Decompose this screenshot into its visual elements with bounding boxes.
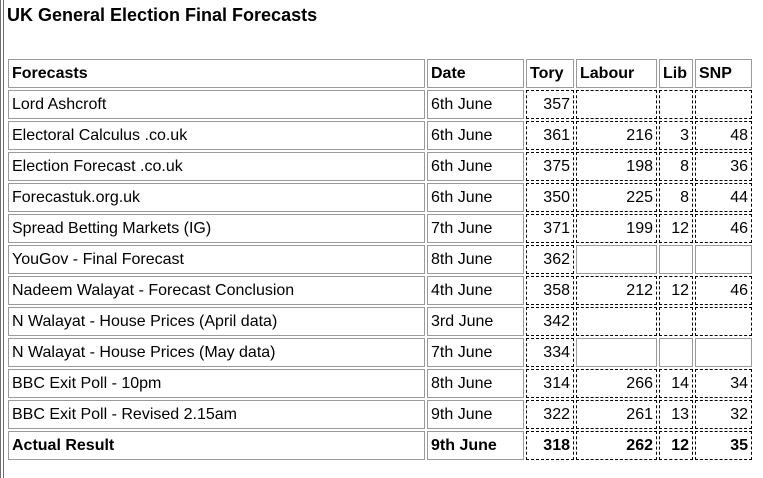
column-header-labour: Labour <box>576 59 657 88</box>
cell-lib: 8 <box>659 183 693 212</box>
cell-lib <box>659 338 693 367</box>
cell-lib: 14 <box>659 369 693 398</box>
cell-date: 6th June <box>427 121 524 150</box>
cell-snp <box>695 245 752 274</box>
cell-labour: 266 <box>576 369 657 398</box>
table-row: Electoral Calculus .co.uk 6th June 361 2… <box>8 121 752 150</box>
cell-lib <box>659 307 693 336</box>
column-header-lib: Lib <box>659 59 693 88</box>
cell-forecast: BBC Exit Poll - Revised 2.15am <box>8 400 425 429</box>
cell-labour: 199 <box>576 214 657 243</box>
cell-forecast: YouGov - Final Forecast <box>8 245 425 274</box>
table-row: Lord Ashcroft 6th June 357 <box>8 90 752 119</box>
cell-tory: 358 <box>526 276 574 305</box>
cell-forecast: N Walayat - House Prices (April data) <box>8 307 425 336</box>
cell-tory: 357 <box>526 90 574 119</box>
cell-forecast: N Walayat - House Prices (May data) <box>8 338 425 367</box>
cell-date: 4th June <box>427 276 524 305</box>
column-header-tory: Tory <box>526 59 574 88</box>
cell-tory: 362 <box>526 245 574 274</box>
cell-snp: 44 <box>695 183 752 212</box>
table-row: Nadeem Walayat - Forecast Conclusion 4th… <box>8 276 752 305</box>
cell-tory: 334 <box>526 338 574 367</box>
table-row-actual-result: Actual Result 9th June 318 262 12 35 <box>8 431 752 460</box>
table-row: BBC Exit Poll - 10pm 8th June 314 266 14… <box>8 369 752 398</box>
cell-lib: 13 <box>659 400 693 429</box>
cell-lib: 8 <box>659 152 693 181</box>
cell-forecast: Electoral Calculus .co.uk <box>8 121 425 150</box>
page-title: UK General Election Final Forecasts <box>7 5 318 25</box>
table-row: Election Forecast .co.uk 6th June 375 19… <box>8 152 752 181</box>
cell-date: 8th June <box>427 369 524 398</box>
cell-date: 7th June <box>427 338 524 367</box>
cell-forecast: Election Forecast .co.uk <box>8 152 425 181</box>
cell-date: 3rd June <box>427 307 524 336</box>
window-left-frame-edge <box>0 0 4 478</box>
cell-labour: 261 <box>576 400 657 429</box>
cell-snp <box>695 338 752 367</box>
cell-date: 6th June <box>427 152 524 181</box>
table-row: Forecastuk.org.uk 6th June 350 225 8 44 <box>8 183 752 212</box>
cell-lib: 12 <box>659 276 693 305</box>
cell-labour <box>576 90 657 119</box>
cell-snp: 36 <box>695 152 752 181</box>
column-header-snp: SNP <box>695 59 752 88</box>
column-header-date: Date <box>427 59 524 88</box>
table-row: N Walayat - House Prices (April data) 3r… <box>8 307 752 336</box>
table-row: Spread Betting Markets (IG) 7th June 371… <box>8 214 752 243</box>
cell-forecast: Forecastuk.org.uk <box>8 183 425 212</box>
table-row: N Walayat - House Prices (May data) 7th … <box>8 338 752 367</box>
table-header-row: Forecasts Date Tory Labour Lib SNP <box>8 59 752 88</box>
cell-forecast: Spread Betting Markets (IG) <box>8 214 425 243</box>
cell-labour: 198 <box>576 152 657 181</box>
cell-labour <box>576 245 657 274</box>
cell-snp: 46 <box>695 276 752 305</box>
cell-tory: 371 <box>526 214 574 243</box>
column-header-forecasts: Forecasts <box>8 59 425 88</box>
cell-tory: 314 <box>526 369 574 398</box>
cell-snp: 32 <box>695 400 752 429</box>
forecast-table: Forecasts Date Tory Labour Lib SNP Lord … <box>6 57 754 462</box>
cell-labour <box>576 338 657 367</box>
cell-forecast: BBC Exit Poll - 10pm <box>8 369 425 398</box>
cell-forecast: Lord Ashcroft <box>8 90 425 119</box>
cell-snp: 34 <box>695 369 752 398</box>
cell-date: 7th June <box>427 214 524 243</box>
cell-date: 9th June <box>427 431 524 460</box>
cell-snp: 46 <box>695 214 752 243</box>
cell-labour: 225 <box>576 183 657 212</box>
cell-snp: 35 <box>695 431 752 460</box>
cell-lib: 3 <box>659 121 693 150</box>
cell-forecast: Actual Result <box>8 431 425 460</box>
cell-tory: 361 <box>526 121 574 150</box>
cell-date: 6th June <box>427 90 524 119</box>
cell-snp <box>695 90 752 119</box>
cell-date: 9th June <box>427 400 524 429</box>
cell-lib <box>659 245 693 274</box>
cell-labour: 262 <box>576 431 657 460</box>
cell-tory: 350 <box>526 183 574 212</box>
page-content: UK General Election Final Forecasts Fore… <box>6 0 754 462</box>
cell-date: 6th June <box>427 183 524 212</box>
cell-snp <box>695 307 752 336</box>
cell-forecast: Nadeem Walayat - Forecast Conclusion <box>8 276 425 305</box>
cell-lib: 12 <box>659 431 693 460</box>
cell-tory: 318 <box>526 431 574 460</box>
cell-date: 8th June <box>427 245 524 274</box>
cell-tory: 322 <box>526 400 574 429</box>
cell-labour <box>576 307 657 336</box>
cell-tory: 375 <box>526 152 574 181</box>
cell-lib <box>659 90 693 119</box>
cell-labour: 216 <box>576 121 657 150</box>
cell-snp: 48 <box>695 121 752 150</box>
table-row: BBC Exit Poll - Revised 2.15am 9th June … <box>8 400 752 429</box>
cell-labour: 212 <box>576 276 657 305</box>
cell-lib: 12 <box>659 214 693 243</box>
table-row: YouGov - Final Forecast 8th June 362 <box>8 245 752 274</box>
cell-tory: 342 <box>526 307 574 336</box>
